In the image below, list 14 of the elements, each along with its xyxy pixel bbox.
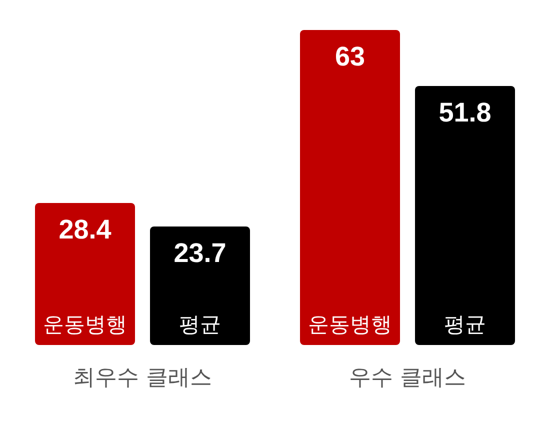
text: 평균 (444, 312, 486, 336)
bar (415, 86, 515, 345)
text: 운동병행 (308, 312, 392, 336)
series-label: 평균 (179, 312, 221, 336)
data-label: 23.7 (174, 238, 226, 268)
bar (300, 30, 400, 345)
bar (35, 203, 135, 345)
x-tick-label: 우수 클래스 (349, 366, 466, 390)
x-tick-label: 최우수 클래스 (73, 366, 212, 390)
data-label: 28.4 (58, 214, 112, 244)
data-label: 51.8 (438, 98, 492, 128)
bar (150, 226, 250, 345)
series-label: 운동병행 (43, 312, 127, 336)
data-label: 63 (334, 42, 366, 72)
